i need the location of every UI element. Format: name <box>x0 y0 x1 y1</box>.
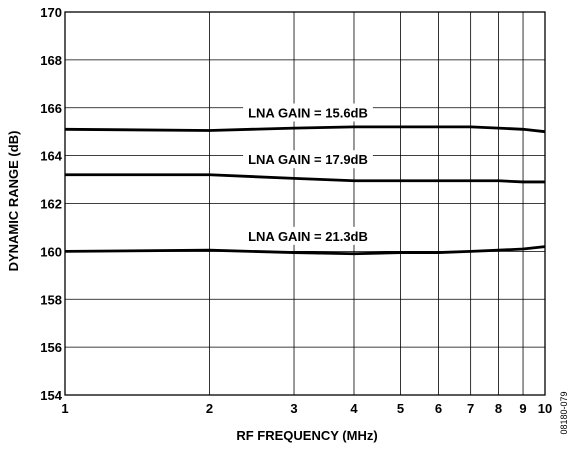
x-tick-label: 8 <box>495 401 502 416</box>
series-label: LNA GAIN = 17.9dB <box>248 152 368 167</box>
x-tick-label: 9 <box>519 401 526 416</box>
series-line <box>64 245 546 256</box>
y-tick-label: 160 <box>40 244 62 259</box>
x-tick-label: 10 <box>538 401 552 416</box>
x-tick-label: 7 <box>467 401 474 416</box>
y-axis-ticks: 154 156 158 160 162 164 166 168 170 <box>40 5 62 403</box>
y-axis-title: DYNAMIC RANGE (dB) <box>6 131 21 272</box>
series-label-background <box>243 150 373 169</box>
grid <box>64 11 546 396</box>
x-tick-label: 5 <box>397 401 404 416</box>
y-tick-label: 162 <box>40 197 62 212</box>
series-line <box>64 125 546 134</box>
y-tick-label: 164 <box>40 149 62 164</box>
series-label: LNA GAIN = 21.3dB <box>248 229 368 244</box>
x-tick-label: 6 <box>435 401 442 416</box>
x-tick-label: 4 <box>350 401 358 416</box>
series-label-background <box>243 103 373 122</box>
y-tick-label: 156 <box>40 340 62 355</box>
y-tick-label: 158 <box>40 292 62 307</box>
y-tick-label: 168 <box>40 53 62 68</box>
y-tick-label: 154 <box>40 388 62 403</box>
x-tick-label: 3 <box>290 401 297 416</box>
x-axis-title: RF FREQUENCY (MHz) <box>236 428 377 443</box>
x-tick-label: 2 <box>206 401 213 416</box>
series-label: LNA GAIN = 15.6dB <box>248 106 368 121</box>
series-group: LNA GAIN = 15.6dB LNA GAIN = 17.9dB LNA GA… <box>64 103 546 256</box>
x-tick-label: 1 <box>61 401 68 416</box>
series-line <box>65 173 545 184</box>
x-axis-ticks: 1 2 3 4 5 6 7 8 9 10 <box>61 401 552 416</box>
series-label-background <box>243 226 373 245</box>
figure-id: 08180-079 <box>559 391 569 434</box>
y-tick-label: 170 <box>40 5 62 20</box>
plot-frame <box>64 11 546 396</box>
y-tick-label: 166 <box>40 101 62 116</box>
